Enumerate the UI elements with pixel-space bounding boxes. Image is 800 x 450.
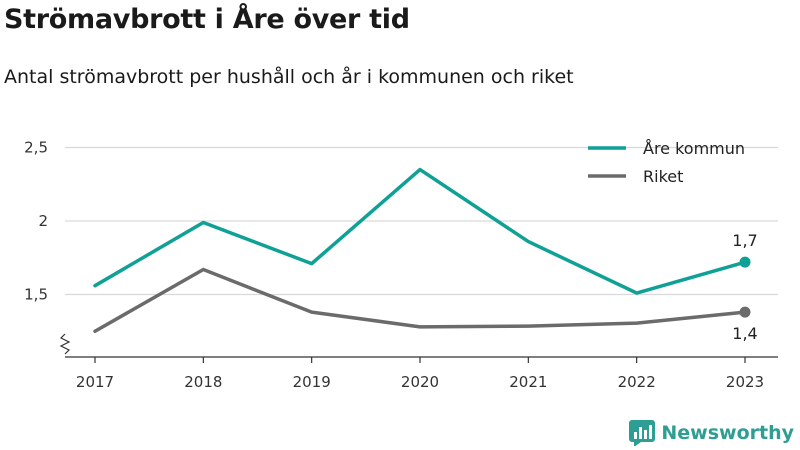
- end-point-marker: [739, 256, 751, 268]
- end-labels: 1,7 1,4: [732, 231, 757, 343]
- x-tick-label: 2020: [401, 373, 439, 391]
- gridlines: [65, 146, 778, 296]
- legend-label: Åre kommun: [643, 139, 745, 158]
- bar-chart-logo-icon: [629, 420, 656, 446]
- x-tick-label: 2017: [76, 373, 114, 391]
- legend: Åre kommun Riket: [588, 139, 745, 186]
- brand-logo: Newsworthy: [629, 420, 794, 446]
- legend-label: Riket: [643, 167, 683, 186]
- y-axis-ticks: 1,5 2 2,5: [24, 139, 48, 304]
- y-tick-label: 2: [38, 212, 48, 230]
- x-axis: [59, 333, 778, 358]
- x-tick-label: 2023: [726, 373, 764, 391]
- x-tick-label: 2019: [293, 373, 331, 391]
- y-tick-label: 1,5: [24, 286, 48, 304]
- end-value-label: 1,7: [732, 231, 757, 250]
- series-lines: [93, 167, 751, 333]
- x-axis-ticks: 2017 2018 2019 2020 2021 2022 2023: [76, 357, 764, 391]
- x-tick-label: 2018: [184, 373, 222, 391]
- y-tick-label: 2,5: [24, 139, 48, 157]
- x-tick-label: 2021: [509, 373, 547, 391]
- series-line: [93, 267, 747, 333]
- x-tick-label: 2022: [618, 373, 656, 391]
- end-value-label: 1,4: [732, 324, 757, 343]
- series-line: [93, 167, 747, 295]
- end-point-marker: [739, 306, 751, 318]
- chart-title: Strömavbrott i Åre över tid: [4, 4, 410, 35]
- chart-subtitle: Antal strömavbrott per hushåll och år i …: [4, 66, 574, 88]
- brand-name: Newsworthy: [661, 422, 794, 444]
- axis-break-icon: [59, 333, 71, 355]
